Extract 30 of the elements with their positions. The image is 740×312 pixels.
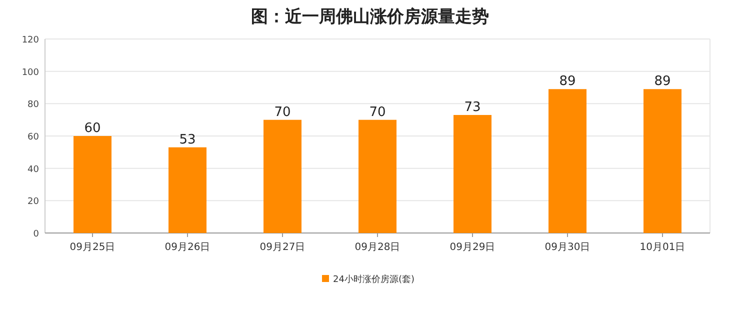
bar (548, 89, 586, 233)
bar (644, 89, 682, 233)
y-tick-label: 20 (28, 197, 40, 208)
data-label: 70 (369, 104, 386, 120)
bar (454, 114, 492, 233)
data-label: 70 (274, 104, 291, 120)
x-tick-label: 09月29日 (450, 242, 496, 253)
y-tick-label: 0 (33, 230, 40, 240)
bar (168, 147, 206, 233)
chart-title: 图：近一周佛山涨价房源量走势 (251, 7, 489, 27)
y-tick-label: 60 (28, 132, 40, 142)
data-label: 73 (464, 100, 481, 115)
legend-label: 24小时涨价房源(套) (333, 274, 414, 285)
data-label: 89 (559, 74, 576, 90)
x-tick-label: 09月28日 (354, 242, 400, 253)
bar (264, 120, 302, 233)
y-tick-label: 120 (22, 36, 40, 46)
x-tick-label: 09月26日 (164, 242, 210, 253)
x-tick-label: 09月25日 (70, 242, 116, 253)
data-label: 60 (84, 121, 101, 136)
x-tick-label: 10月01日 (640, 242, 686, 253)
data-label: 89 (654, 74, 671, 90)
bar (358, 120, 396, 233)
x-tick-label: 09月30日 (544, 242, 590, 253)
y-tick-label: 80 (28, 100, 40, 110)
y-tick-label: 40 (28, 164, 40, 175)
y-tick-label: 100 (22, 68, 40, 78)
bar (74, 136, 112, 233)
data-label: 53 (179, 132, 196, 148)
x-tick-label: 09月27日 (260, 242, 306, 253)
